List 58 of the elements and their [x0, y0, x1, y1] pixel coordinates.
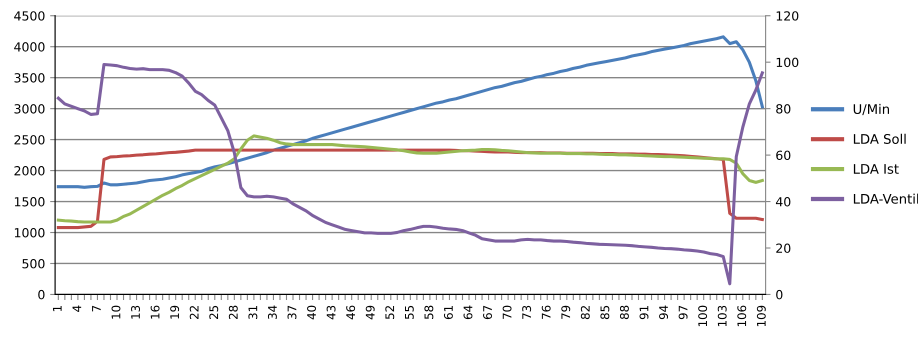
x-tick-label: 34 — [268, 306, 277, 319]
x-tick-label: 25 — [209, 306, 218, 320]
x-tick-label: 91 — [640, 306, 648, 320]
x-tick-label: 4 — [72, 306, 82, 312]
x-tick-label: 55 — [404, 306, 414, 319]
y-tick-label: 4500 — [14, 11, 45, 21]
x-tick-label: 64 — [464, 306, 472, 320]
x-tick-label: 97 — [678, 306, 688, 320]
x-tick-label: 46 — [346, 306, 356, 320]
legend-label: U/Min — [854, 104, 889, 116]
x-tick-label: 73 — [522, 306, 532, 319]
x-tick-label: 82 — [580, 306, 590, 320]
y-tick-label: 0 — [38, 290, 45, 300]
y-tick-label: 1500 — [14, 197, 45, 206]
x-tick-label: 52 — [385, 306, 394, 319]
x-tick-label: 67 — [483, 306, 492, 320]
y-tick-label: 3000 — [14, 104, 45, 114]
y-tick-label: 3500 — [14, 73, 45, 83]
x-tick-label: 13 — [131, 306, 140, 319]
x-tick-label: 1 — [52, 306, 62, 312]
x-tick-label: 88 — [620, 306, 629, 320]
x-tick-label: 61 — [444, 306, 453, 320]
x-tick-label: 19 — [170, 306, 180, 319]
legend-label: LDA-Ventil — [854, 194, 918, 204]
y-tick-label: 500 — [22, 258, 45, 268]
x-tick-label: 49 — [366, 306, 375, 320]
y2-tick-label: 20 — [776, 243, 790, 253]
x-tick-label: 103 — [718, 306, 727, 326]
y2-tick-label: 80 — [776, 104, 790, 114]
y2-tick-label: 0 — [776, 290, 782, 300]
x-tick-label: 106 — [737, 306, 746, 326]
y2-tick-label: 60 — [776, 150, 790, 160]
x-tick-label: 16 — [150, 306, 160, 319]
x-tick-label: 28 — [228, 306, 238, 320]
x-tick-label: 10 — [112, 306, 120, 319]
y2-tick-label: 40 — [776, 197, 790, 206]
x-tick-label: 43 — [326, 306, 336, 320]
x-tick-label: 70 — [502, 306, 512, 319]
legend-label: LDA Soll — [854, 134, 906, 144]
x-tick-label: 37 — [288, 306, 296, 319]
x-tick-label: 109 — [756, 306, 766, 326]
y-tick-label: 1000 — [14, 228, 45, 238]
x-tick-label: 79 — [561, 306, 570, 319]
x-tick-label: 76 — [542, 306, 551, 319]
x-tick-label: 22 — [190, 306, 198, 320]
y-tick-label: 4000 — [14, 42, 45, 52]
x-tick-label: 7 — [92, 306, 101, 312]
y-tick-label: 2000 — [14, 166, 45, 176]
legend-label: LDA Ist — [854, 164, 899, 174]
x-tick-label: 31 — [248, 306, 258, 319]
x-tick-label: 94 — [659, 306, 668, 320]
x-tick-label: 58 — [424, 306, 434, 319]
y-tick-label: 2500 — [14, 135, 45, 145]
y2-tick-label: 120 — [776, 11, 798, 21]
x-tick-label: 100 — [698, 306, 708, 326]
x-tick-label: 40 — [307, 306, 316, 320]
x-tick-label: 85 — [600, 306, 610, 320]
y2-tick-label: 100 — [776, 58, 798, 68]
